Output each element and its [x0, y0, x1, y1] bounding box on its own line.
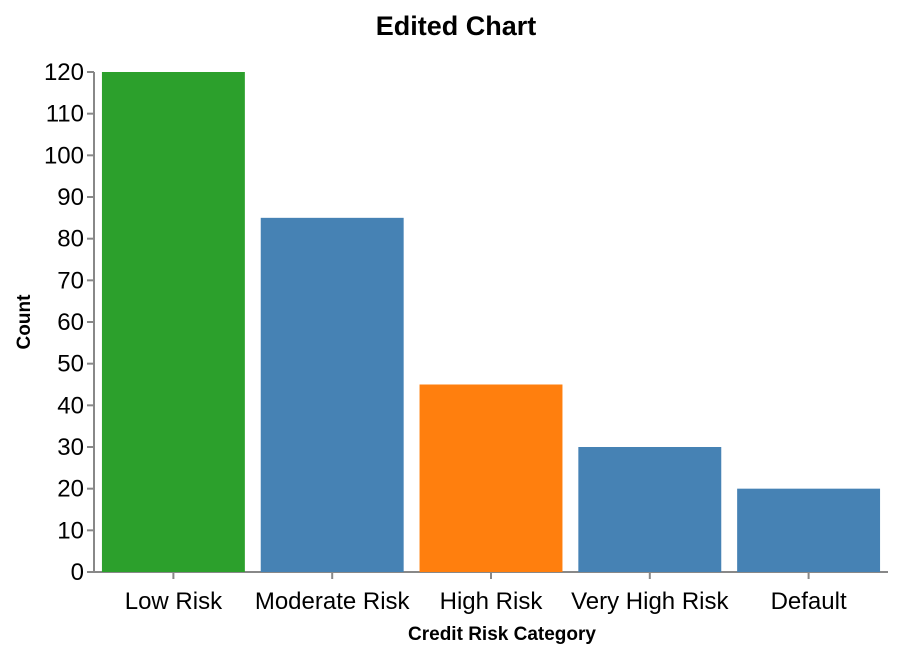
x-tick-label: Low Risk	[125, 588, 223, 615]
x-axis: Low Risk Moderate Risk High Risk Very High …	[94, 571, 888, 615]
y-tick-label: 60	[57, 309, 84, 336]
y-tick-label: 50	[57, 351, 84, 378]
bars-group	[101, 72, 881, 573]
x-tick-label: High Risk	[440, 588, 544, 615]
y-tick-label: 10	[57, 517, 84, 544]
x-axis-title: Credit Risk Category	[408, 624, 596, 645]
bar-low-risk	[101, 72, 245, 572]
y-tick-label: 100	[44, 142, 84, 169]
y-tick-label: 90	[57, 184, 84, 211]
x-tick-label: Default	[771, 588, 847, 615]
y-axis: 0 10 20 30 40 50 60 70 80 90 100 110 120	[44, 59, 95, 586]
x-tick-label: Moderate Risk	[255, 588, 411, 615]
y-tick-label: 20	[57, 476, 84, 503]
bar-default	[737, 488, 881, 572]
y-tick-label: 40	[57, 392, 84, 419]
y-tick-label: 110	[46, 101, 84, 128]
bar-very-high-risk	[578, 447, 722, 572]
y-tick-label: 30	[57, 434, 84, 461]
y-tick-label: 80	[57, 226, 84, 253]
y-axis-title: Count	[14, 294, 35, 350]
bar-moderate-risk	[260, 217, 404, 573]
y-tick-label: 0	[71, 559, 84, 586]
x-tick-label: Very High Risk	[571, 588, 729, 615]
y-tick-label: 70	[57, 267, 84, 294]
chart-title: Edited Chart	[376, 11, 537, 41]
y-tick-label: 120	[44, 59, 84, 86]
bar-high-risk	[419, 384, 563, 572]
